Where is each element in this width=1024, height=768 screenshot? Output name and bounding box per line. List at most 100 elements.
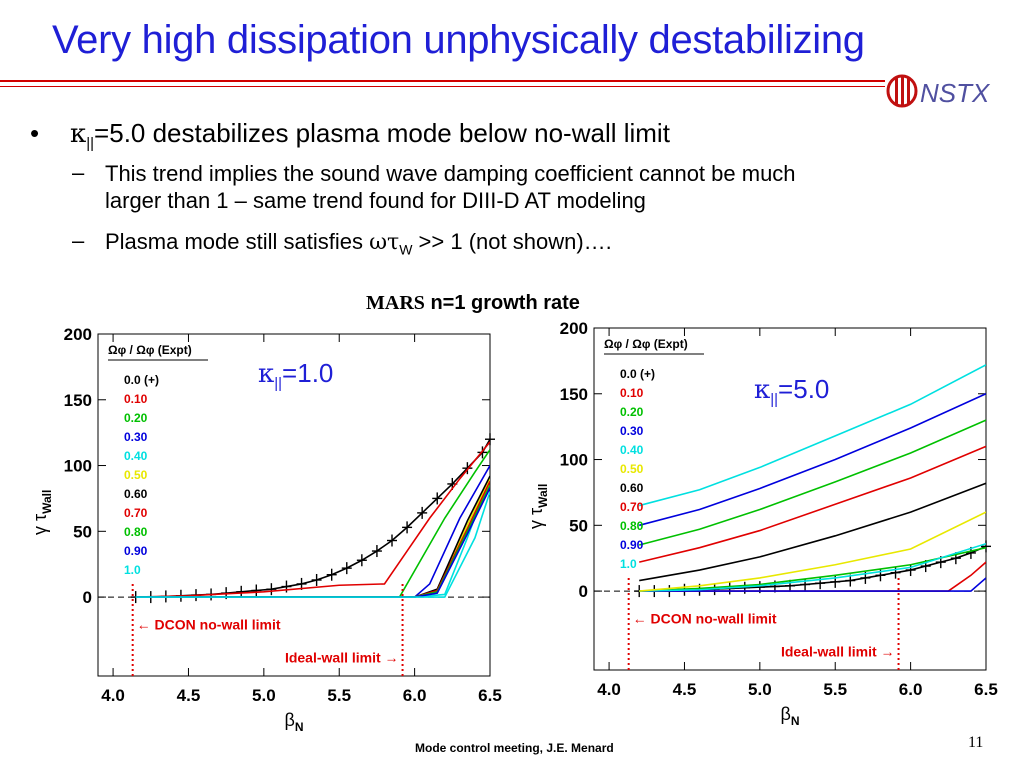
legend-entry: 0.10 (124, 392, 148, 406)
legend-entry: 0.40 (124, 449, 148, 463)
kappa-subscript: || (86, 135, 95, 153)
logo-bar-icon (895, 78, 898, 104)
limit-annotation: ← DCON no-wall limit (633, 610, 777, 626)
chart-left: 0 50 100 150 200 4.0 4.5 5.0 5.5 6.0 6.5 βN γ τWall ←… (30, 325, 502, 734)
kappa-symbol: κ (70, 119, 87, 149)
sub-bullet-2-prefix: Plasma mode still satisfies (105, 229, 370, 254)
series-line (639, 542, 986, 592)
legend-entry: 0.30 (620, 424, 644, 438)
legend-entry: 1.0 (124, 563, 141, 577)
x-tick-label: 5.0 (252, 686, 276, 705)
bullet-main: κ||=5.0 destabilizes plasma mode below n… (70, 118, 670, 152)
y-tick-label: 150 (560, 385, 588, 404)
sub-bullet-2-suffix: >> 1 (not shown)…. (412, 229, 612, 254)
logo-text: NSTX (920, 78, 991, 108)
x-tick-label: 6.5 (974, 680, 998, 699)
data-point-plus (462, 462, 473, 475)
data-point-plus (890, 566, 901, 579)
x-tick-label: 6.0 (899, 680, 923, 699)
y-axis-label: γ τWall (30, 490, 54, 535)
data-point-plus (905, 564, 916, 577)
series-line (639, 577, 986, 592)
data-point-plus (477, 446, 488, 459)
legend-entry: 0.60 (620, 481, 644, 495)
footer-text: Mode control meeting, J.E. Menard (415, 741, 614, 755)
chart-right: 0 50 100 150 200 4.0 4.5 5.0 5.5 6.0 6.5 βN γ τWall ←… (526, 319, 998, 728)
series-line (639, 546, 986, 592)
omega-tau-symbol: ωτ (369, 230, 400, 255)
data-point-plus (402, 521, 413, 534)
y-tick-label: 0 (579, 582, 588, 601)
series-line (639, 445, 986, 563)
logo-bar-icon (901, 76, 904, 106)
y-tick-label: 0 (83, 588, 92, 607)
legend-entry: 0.20 (124, 411, 148, 425)
y-tick-label: 200 (64, 325, 92, 344)
y-axis-label: γ τWall (526, 484, 550, 529)
bullet-main-text: =5.0 destabilizes plasma mode below no-w… (94, 118, 670, 148)
legend-title: Ωφ / Ωφ (Expt) (108, 343, 192, 357)
legend-entry: 0.70 (620, 500, 644, 514)
sub-bullet-dash: – (72, 160, 85, 185)
limit-annotation: Ideal-wall limit → (285, 649, 399, 665)
sub-bullet-1-line1: This trend implies the sound wave dampin… (105, 161, 796, 186)
x-tick-label: 6.5 (478, 686, 502, 705)
figure-title-rest: n=1 growth rate (424, 292, 580, 314)
legend-entry: 0.80 (620, 519, 644, 533)
x-tick-label: 5.5 (823, 680, 847, 699)
limit-annotation: Ideal-wall limit → (781, 643, 895, 659)
sub-bullet-1-line2: larger than 1 – same trend found for DII… (105, 188, 646, 213)
y-tick-label: 100 (64, 457, 92, 476)
y-tick-label: 50 (73, 522, 92, 541)
legend-entry: 0.50 (620, 462, 644, 476)
series-line (639, 482, 986, 582)
x-tick-label: 6.0 (403, 686, 427, 705)
legend-entry: 0.90 (620, 538, 644, 552)
page-number: 11 (968, 734, 984, 751)
plot-frame (97, 333, 491, 677)
legend-entry: 0.30 (124, 430, 148, 444)
x-tick-label: 4.5 (673, 680, 697, 699)
x-tick-label: 5.5 (327, 686, 351, 705)
legend-entry: 0.50 (124, 468, 148, 482)
data-point-plus (485, 433, 495, 446)
legend-entry: 0.0 (+) (124, 373, 159, 387)
title-underline (0, 80, 885, 82)
data-point-plus (251, 584, 262, 597)
legend-entry: 0.0 (+) (620, 367, 655, 381)
limit-annotation: ← DCON no-wall limit (137, 616, 281, 632)
data-point-plus (417, 506, 428, 519)
figure-title: MARS n=1 growth rate (366, 292, 580, 315)
legend-entry: 1.0 (620, 557, 637, 571)
series-line (639, 511, 986, 592)
legend-entry: 0.10 (620, 386, 644, 400)
data-point-plus (785, 579, 795, 592)
tau-subscript: W (399, 241, 413, 258)
y-tick-label: 50 (569, 516, 588, 535)
data-point-plus (387, 534, 397, 547)
legend-entry: 0.20 (620, 405, 644, 419)
figure-title-code: MARS (366, 292, 425, 314)
data-point-plus (356, 554, 367, 567)
slide-title: Very high dissipation unphysically desta… (52, 18, 865, 62)
x-tick-label: 4.5 (177, 686, 201, 705)
x-axis-label: βN (780, 704, 799, 728)
series-line (639, 393, 986, 527)
series-line (135, 491, 490, 598)
bullet-marker: • (30, 118, 40, 148)
series-line (135, 441, 490, 598)
x-tick-label: 5.0 (748, 680, 772, 699)
series-line (639, 419, 986, 546)
x-tick-label: 4.0 (597, 680, 621, 699)
data-point-plus (981, 540, 991, 553)
legend-entry: 0.80 (124, 525, 148, 539)
logo-bar-icon (907, 78, 910, 104)
data-point-plus (266, 583, 277, 596)
legend-entry: 0.70 (124, 506, 148, 520)
x-axis-label: βN (284, 710, 303, 734)
sub-bullet-1: This trend implies the sound wave dampin… (105, 160, 1005, 214)
panel-label: κ||=1.0 (258, 358, 333, 392)
legend-entry: 0.90 (124, 544, 148, 558)
title-underline-thin (0, 86, 885, 87)
y-tick-label: 100 (560, 451, 588, 470)
